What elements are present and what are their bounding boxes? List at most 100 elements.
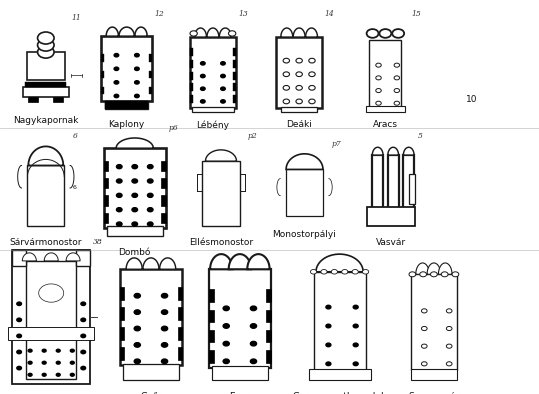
- Bar: [149, 87, 152, 94]
- Bar: [177, 327, 182, 340]
- Circle shape: [116, 208, 122, 212]
- Circle shape: [394, 101, 399, 105]
- Circle shape: [148, 165, 153, 169]
- Bar: [190, 95, 193, 103]
- Circle shape: [162, 343, 168, 347]
- Bar: [233, 60, 236, 68]
- Circle shape: [134, 343, 140, 347]
- Bar: [23, 87, 69, 97]
- Circle shape: [220, 74, 225, 78]
- Bar: [12, 250, 26, 266]
- Circle shape: [134, 326, 140, 331]
- Circle shape: [309, 72, 315, 76]
- Circle shape: [28, 361, 32, 364]
- Polygon shape: [388, 147, 398, 155]
- Text: Sárvármonostor: Sárvármonostor: [10, 238, 82, 247]
- Polygon shape: [22, 253, 36, 261]
- Circle shape: [17, 302, 22, 305]
- Circle shape: [39, 284, 64, 302]
- Bar: [103, 148, 166, 228]
- Bar: [120, 348, 125, 360]
- Circle shape: [81, 334, 86, 338]
- Bar: [233, 72, 236, 80]
- Bar: [190, 83, 193, 91]
- Circle shape: [134, 294, 140, 298]
- Bar: [233, 95, 236, 103]
- Circle shape: [114, 54, 119, 57]
- Bar: [103, 178, 108, 188]
- Circle shape: [367, 29, 378, 38]
- Bar: [26, 52, 65, 80]
- Bar: [76, 250, 91, 266]
- Circle shape: [283, 85, 289, 90]
- Bar: [107, 226, 163, 236]
- Bar: [388, 155, 398, 209]
- Text: p7: p7: [331, 140, 341, 148]
- Circle shape: [326, 324, 331, 328]
- Bar: [26, 261, 76, 379]
- Bar: [190, 60, 193, 68]
- Circle shape: [116, 222, 122, 226]
- Circle shape: [81, 302, 86, 305]
- Text: Somogyvár: Somogyvár: [408, 392, 460, 394]
- Circle shape: [81, 350, 86, 354]
- Bar: [53, 97, 63, 102]
- Polygon shape: [116, 138, 153, 148]
- Circle shape: [363, 269, 369, 274]
- Polygon shape: [438, 263, 452, 274]
- Bar: [314, 272, 365, 370]
- Bar: [101, 54, 104, 61]
- Circle shape: [310, 269, 316, 274]
- Text: p6: p6: [168, 124, 178, 132]
- Circle shape: [201, 74, 205, 78]
- Bar: [212, 366, 268, 380]
- Circle shape: [331, 269, 337, 274]
- Polygon shape: [427, 263, 441, 274]
- Bar: [120, 269, 182, 365]
- Circle shape: [452, 272, 459, 277]
- Text: 13: 13: [238, 10, 248, 18]
- Bar: [161, 160, 166, 171]
- Circle shape: [376, 101, 381, 105]
- Circle shape: [116, 179, 122, 183]
- Bar: [266, 290, 271, 302]
- Polygon shape: [205, 150, 237, 161]
- Circle shape: [342, 269, 348, 274]
- Circle shape: [132, 208, 137, 212]
- Circle shape: [251, 341, 257, 346]
- Text: Ellésmonostor: Ellésmonostor: [189, 238, 253, 247]
- Bar: [161, 213, 166, 223]
- Bar: [149, 54, 152, 61]
- Circle shape: [162, 310, 168, 314]
- Circle shape: [353, 362, 358, 366]
- Circle shape: [251, 306, 257, 310]
- Circle shape: [394, 89, 399, 93]
- Circle shape: [201, 100, 205, 103]
- Polygon shape: [29, 147, 63, 165]
- Text: 10: 10: [466, 95, 478, 104]
- Bar: [233, 83, 236, 91]
- Circle shape: [326, 305, 331, 309]
- Circle shape: [352, 269, 358, 274]
- Bar: [101, 36, 152, 101]
- Circle shape: [42, 349, 46, 352]
- Circle shape: [283, 58, 289, 63]
- Circle shape: [42, 374, 46, 376]
- Bar: [101, 71, 104, 78]
- Polygon shape: [119, 27, 134, 36]
- Circle shape: [421, 309, 427, 313]
- Text: Deáki: Deáki: [286, 120, 312, 129]
- Circle shape: [28, 349, 32, 352]
- Circle shape: [446, 344, 452, 348]
- Bar: [369, 40, 402, 108]
- Polygon shape: [106, 27, 119, 36]
- Bar: [209, 290, 214, 302]
- Circle shape: [201, 87, 205, 90]
- Circle shape: [296, 58, 302, 63]
- Bar: [366, 106, 405, 112]
- Circle shape: [321, 269, 327, 274]
- Bar: [177, 348, 182, 360]
- Circle shape: [162, 326, 168, 331]
- Circle shape: [38, 39, 54, 51]
- Circle shape: [223, 306, 229, 310]
